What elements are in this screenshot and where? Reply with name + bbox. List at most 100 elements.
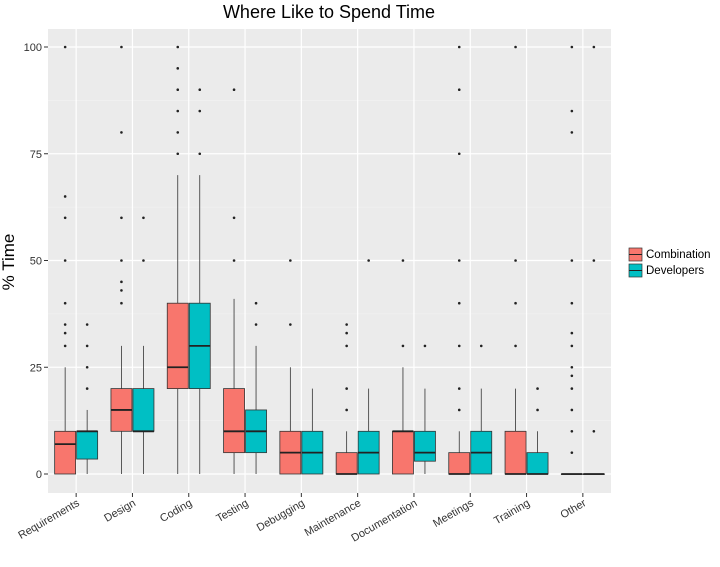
outlier-point xyxy=(457,387,461,390)
outlier-point xyxy=(514,344,517,348)
box-body xyxy=(76,430,99,460)
outlier-point xyxy=(176,109,180,113)
outlier-point xyxy=(570,259,574,262)
outlier-point xyxy=(63,301,67,305)
outlier-point xyxy=(570,331,574,335)
outlier-point xyxy=(176,67,180,70)
box-body xyxy=(504,430,527,475)
x-tick-label: Training xyxy=(492,497,532,527)
outlier-point xyxy=(120,216,123,220)
outlier-point xyxy=(142,259,145,262)
outlier-point xyxy=(289,323,292,326)
outlier-point xyxy=(63,45,67,49)
outlier-point xyxy=(570,344,574,348)
y-tick-label: 100 xyxy=(24,42,42,54)
outlier-point xyxy=(457,152,461,156)
outlier-point xyxy=(120,289,123,292)
box-body xyxy=(392,430,414,475)
outlier-point xyxy=(514,301,517,305)
box-body xyxy=(132,388,155,432)
outlier-point xyxy=(570,365,574,369)
x-axis: Requirements Design Coding Testing Debugging… xyxy=(16,493,589,545)
outlier-point xyxy=(479,344,483,348)
box-body xyxy=(166,302,189,390)
outlier-point xyxy=(514,45,517,49)
outlier-point xyxy=(457,408,461,412)
outlier-point xyxy=(570,374,574,378)
outlier-point xyxy=(570,387,574,390)
outlier-point xyxy=(120,301,123,305)
box-combination-coding xyxy=(166,45,189,474)
box-combination-testing xyxy=(223,88,245,474)
box-developers-other xyxy=(582,45,605,475)
grid-lines xyxy=(48,29,611,493)
box-combination-maintenance xyxy=(335,323,358,475)
box-combination-other xyxy=(560,45,583,475)
outlier-point xyxy=(570,408,574,412)
outlier-point xyxy=(514,259,517,262)
outlier-point xyxy=(198,109,202,113)
box-body xyxy=(223,388,245,454)
x-tick-label: Meetings xyxy=(431,497,476,530)
box-developers-debugging xyxy=(301,388,324,475)
outlier-point xyxy=(592,259,596,262)
outlier-point xyxy=(142,216,145,220)
box-developers-training xyxy=(526,387,549,475)
box-body xyxy=(335,452,358,475)
box-series xyxy=(54,45,605,475)
y-axis-label: % Time xyxy=(0,234,18,291)
box-developers-requirements xyxy=(76,323,99,474)
outlier-point xyxy=(198,88,202,91)
box-body xyxy=(414,430,436,462)
outlier-point xyxy=(176,152,180,156)
outlier-point xyxy=(63,195,67,198)
outlier-point xyxy=(457,45,461,49)
outlier-point xyxy=(457,344,461,348)
legend: Combination Developers xyxy=(628,247,711,278)
box-combination-training xyxy=(504,45,527,475)
outlier-point xyxy=(570,301,574,305)
legend-label: Combination xyxy=(646,249,711,261)
outlier-point xyxy=(232,216,236,220)
outlier-point xyxy=(63,259,67,262)
box-combination-meetings xyxy=(448,45,471,475)
outlier-point xyxy=(176,88,180,91)
outlier-point xyxy=(345,331,348,335)
outlier-point xyxy=(176,131,180,134)
outlier-point xyxy=(85,365,89,369)
outlier-point xyxy=(120,280,123,284)
box-body xyxy=(526,452,549,475)
box-body xyxy=(54,430,77,475)
box-developers-meetings xyxy=(470,344,493,475)
outlier-point xyxy=(85,344,89,348)
box-developers-testing xyxy=(245,301,267,474)
outlier-point xyxy=(289,259,292,262)
outlier-point xyxy=(232,88,236,91)
outlier-point xyxy=(536,387,539,390)
x-tick-label: Design xyxy=(102,497,138,525)
outlier-point xyxy=(63,331,67,335)
box-developers-maintenance xyxy=(357,259,380,475)
box-combination-requirements xyxy=(54,45,77,475)
outlier-point xyxy=(198,152,202,156)
outlier-point xyxy=(232,259,236,262)
outlier-point xyxy=(63,216,67,220)
outlier-point xyxy=(570,109,574,113)
outlier-point xyxy=(254,323,258,326)
outlier-point xyxy=(536,408,539,412)
outlier-point xyxy=(457,88,461,91)
outlier-point xyxy=(85,387,89,390)
outlier-point xyxy=(63,344,67,348)
x-tick-label: Other xyxy=(559,497,589,521)
outlier-point xyxy=(120,45,123,49)
x-tick-label: Debugging xyxy=(255,497,307,534)
legend-label: Developers xyxy=(646,265,704,277)
outlier-point xyxy=(345,323,348,326)
x-tick-label: Coding xyxy=(158,497,194,525)
outlier-point xyxy=(457,301,461,305)
outlier-point xyxy=(345,387,348,390)
y-tick-label: 50 xyxy=(30,256,42,268)
outlier-point xyxy=(401,259,405,262)
box-combination-debugging xyxy=(279,259,302,475)
outlier-point xyxy=(423,344,427,348)
